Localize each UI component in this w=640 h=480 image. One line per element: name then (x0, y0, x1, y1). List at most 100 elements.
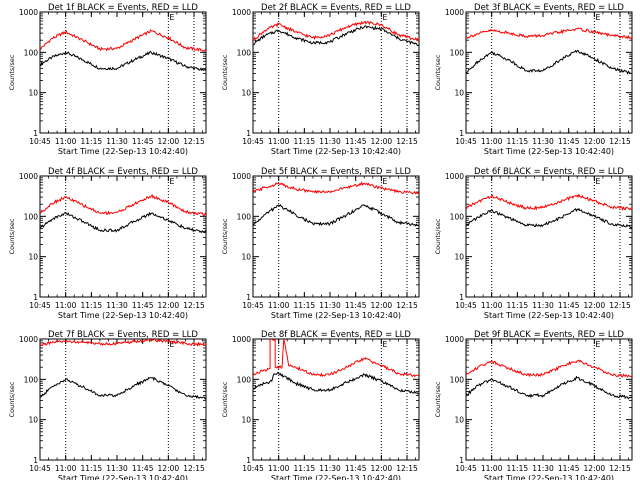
x-tick-label: 12:15 (396, 464, 418, 473)
x-tick-label: 11:15 (507, 301, 529, 310)
x-tick-label: 10:45 (242, 464, 264, 473)
y-tick-label: 10 (241, 416, 251, 425)
x-tick-label: 11:00 (55, 137, 77, 146)
chart-title: Det 2f BLACK = Events, RED = LLD (261, 3, 411, 13)
x-tick-label: 11:45 (558, 464, 580, 473)
series-line-events (466, 207, 632, 229)
series-line-events (40, 50, 206, 72)
y-tick-label: 1000 (232, 172, 251, 181)
chart-panel-5: Det 5f BLACK = Events, RED = LLD 1 10 100 10… (221, 167, 420, 320)
x-tick-label: 11:00 (481, 137, 503, 146)
x-tick-label: 11:00 (268, 137, 290, 146)
y-tick-label: 1000 (445, 8, 464, 17)
x-tick-label: 11:30 (319, 301, 341, 310)
x-tick-label: 10:45 (29, 301, 51, 310)
x-tick-label: 12:15 (396, 137, 418, 146)
chart-title: Det 5f BLACK = Events, RED = LLD (261, 167, 411, 177)
y-tick-label: 100 (450, 212, 465, 221)
x-tick-label: 11:30 (532, 464, 554, 473)
x-tick-label: 11:00 (268, 301, 290, 310)
chart-title: Det 4f BLACK = Events, RED = LLD (48, 167, 198, 177)
time-marker-label: E (169, 13, 174, 22)
y-tick-label: 1 (459, 129, 464, 138)
y-tick-label: 100 (237, 48, 252, 57)
series-line-lld (253, 20, 419, 42)
x-tick-label: 10:45 (29, 137, 51, 146)
x-axis-label: Start Time (22-Sep-13 10:42:40) (271, 147, 401, 156)
y-axis-label: Counts/sec (221, 381, 229, 417)
plot-frame (252, 338, 420, 461)
x-tick-label: 11:30 (532, 137, 554, 146)
series-line-lld (253, 339, 419, 378)
y-tick-label: 1 (459, 456, 464, 465)
x-tick-label: 10:45 (455, 137, 477, 146)
y-tick-label: 1000 (19, 335, 38, 344)
chart-panel-1: Det 1f BLACK = Events, RED = LLD 1 10 100 10… (8, 3, 207, 156)
series-line-events (40, 211, 206, 234)
y-tick-label: 1 (33, 293, 38, 302)
x-tick-label: 11:00 (55, 464, 77, 473)
plot-frame (39, 338, 207, 461)
chart-title: Det 6f BLACK = Events, RED = LLD (474, 167, 624, 177)
x-tick-label: 11:15 (507, 464, 529, 473)
x-tick-label: 11:00 (55, 301, 77, 310)
time-marker-label: E (382, 177, 387, 186)
y-tick-label: 10 (241, 253, 251, 262)
chart-title: Det 7f BLACK = Events, RED = LLD (48, 330, 198, 340)
y-tick-label: 1000 (445, 335, 464, 344)
series-line-events (466, 49, 632, 75)
x-tick-label: 11:00 (481, 464, 503, 473)
plot-frame (252, 11, 420, 134)
x-tick-label: 10:45 (242, 137, 264, 146)
chart-title: Det 1f BLACK = Events, RED = LLD (48, 3, 198, 13)
series-line-events (40, 376, 206, 400)
x-tick-label: 12:00 (158, 301, 180, 310)
chart-title: Det 9f BLACK = Events, RED = LLD (474, 330, 624, 340)
x-axis-label: Start Time (22-Sep-13 10:42:40) (484, 147, 614, 156)
x-tick-label: 11:30 (106, 301, 128, 310)
y-axis-label: Counts/sec (434, 54, 442, 90)
y-tick-label: 100 (24, 48, 39, 57)
y-tick-label: 1 (246, 129, 251, 138)
x-tick-label: 11:15 (81, 137, 103, 146)
series-line-lld (40, 339, 206, 347)
plot-frame (465, 338, 633, 461)
x-tick-label: 11:30 (319, 137, 341, 146)
series-line-events (253, 25, 419, 46)
y-tick-label: 100 (450, 48, 465, 57)
x-tick-label: 10:45 (455, 464, 477, 473)
chart-title: Det 8f BLACK = Events, RED = LLD (261, 330, 411, 340)
x-tick-label: 11:15 (81, 464, 103, 473)
y-tick-label: 10 (241, 89, 251, 98)
chart-title: Det 3f BLACK = Events, RED = LLD (474, 3, 624, 13)
x-tick-label: 11:45 (132, 301, 154, 310)
x-tick-label: 12:15 (396, 301, 418, 310)
time-marker-label: E (595, 177, 600, 186)
x-tick-label: 10:45 (242, 301, 264, 310)
x-tick-label: 11:15 (507, 137, 529, 146)
x-tick-label: 11:30 (106, 464, 128, 473)
x-tick-label: 11:30 (532, 301, 554, 310)
y-tick-label: 1000 (232, 335, 251, 344)
x-tick-label: 12:00 (371, 464, 393, 473)
series-line-lld (466, 193, 632, 212)
x-tick-label: 11:15 (294, 464, 316, 473)
y-tick-label: 1000 (232, 8, 251, 17)
series-line-events (253, 204, 419, 227)
y-tick-label: 10 (454, 253, 464, 262)
x-tick-label: 12:00 (158, 137, 180, 146)
x-tick-label: 11:00 (481, 301, 503, 310)
x-tick-label: 12:15 (183, 464, 205, 473)
x-tick-label: 11:15 (294, 137, 316, 146)
x-axis-label: Start Time (22-Sep-13 10:42:40) (484, 474, 614, 480)
y-tick-label: 1000 (445, 172, 464, 181)
y-axis-label: Counts/sec (8, 218, 16, 254)
chart-panel-8: Det 8f BLACK = Events, RED = LLD 1 10 100 10… (221, 330, 420, 480)
x-tick-label: 12:15 (609, 464, 631, 473)
x-tick-label: 11:45 (558, 137, 580, 146)
x-tick-label: 12:00 (158, 464, 180, 473)
y-axis-label: Counts/sec (8, 381, 16, 417)
y-tick-label: 100 (24, 375, 39, 384)
y-tick-label: 1 (246, 293, 251, 302)
y-axis-label: Counts/sec (221, 54, 229, 90)
